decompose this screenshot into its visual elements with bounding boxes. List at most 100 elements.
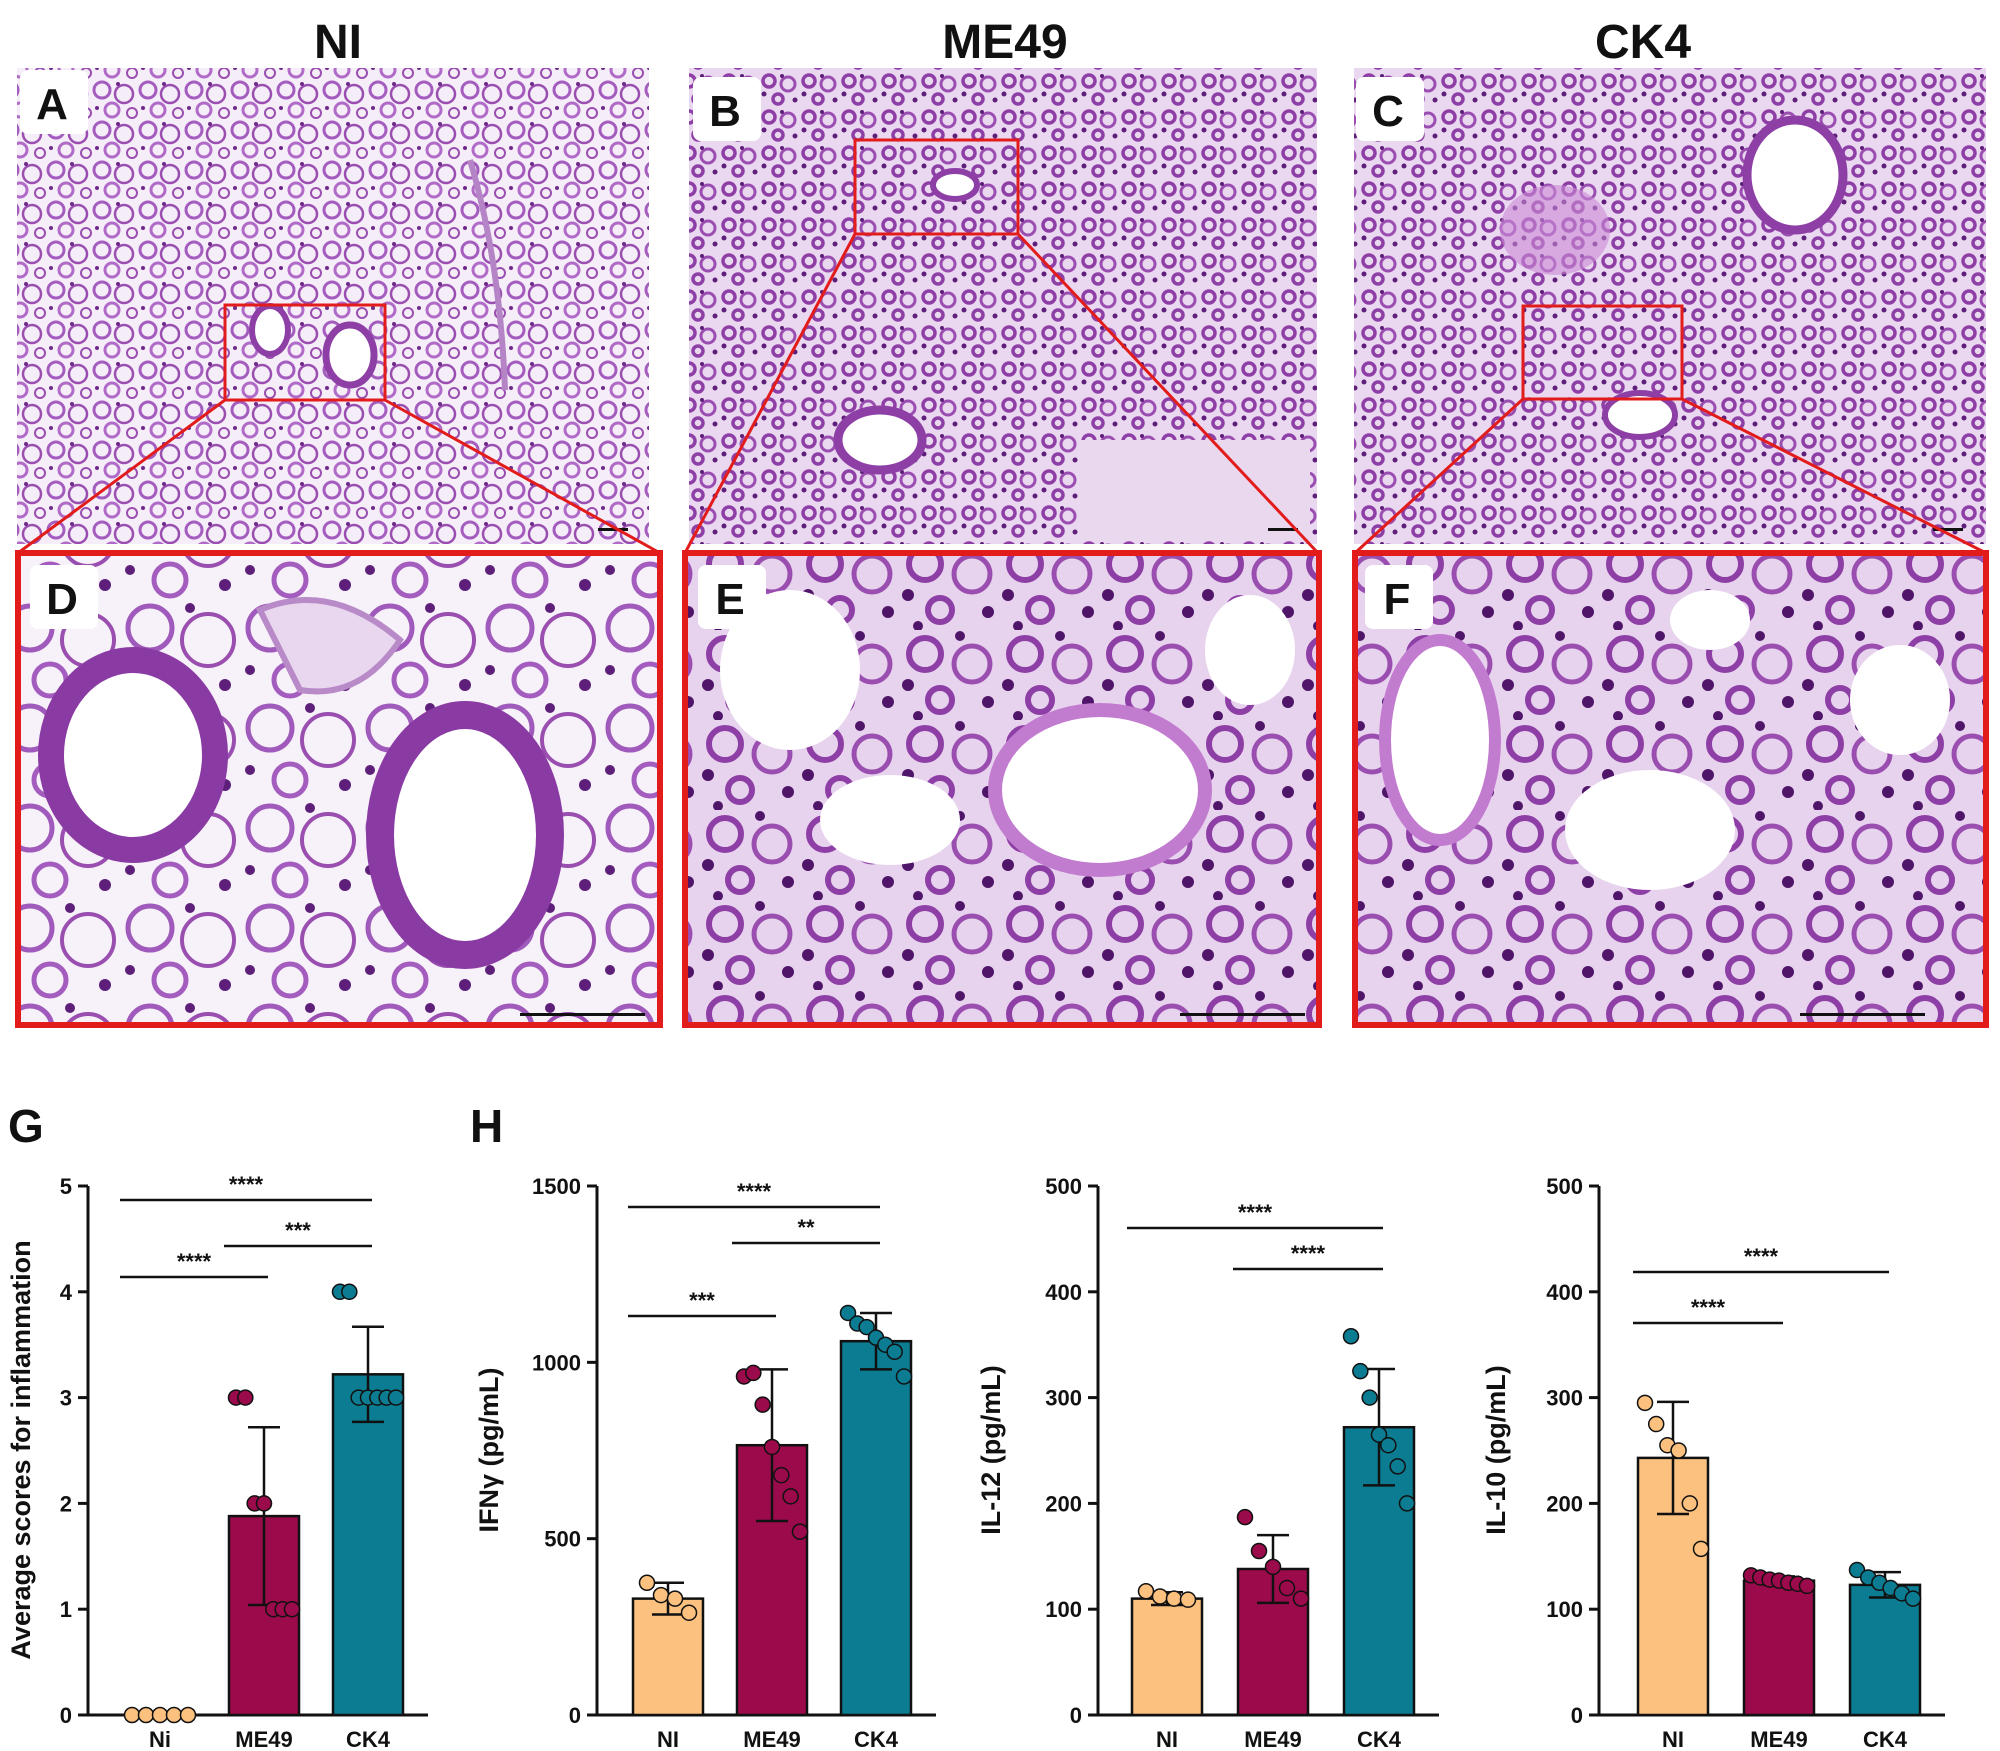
significance-label: ****	[1691, 1295, 1726, 1320]
svg-text:A: A	[36, 80, 68, 129]
y-tick-label: 0	[60, 1703, 72, 1728]
data-point	[1236, 1508, 1254, 1526]
data-point	[341, 1283, 358, 1301]
svg-text:C: C	[1372, 87, 1404, 136]
data-point	[886, 1343, 903, 1361]
significance-label: ****	[1291, 1241, 1326, 1266]
y-tick-label: 200	[1546, 1491, 1583, 1516]
data-point	[666, 1590, 684, 1607]
zoom-connectors	[17, 232, 1987, 555]
y-tick-label: 0	[569, 1703, 581, 1728]
y-tick-label: 0	[1070, 1703, 1082, 1728]
y-tick-label: 3	[60, 1386, 72, 1411]
data-point	[387, 1389, 405, 1406]
y-tick-label: 2	[60, 1491, 72, 1516]
y-axis-label: IL-12 (pg/mL)	[976, 1365, 1006, 1535]
y-tick-label: 500	[1045, 1174, 1082, 1199]
panel-letter-a: A	[20, 70, 88, 134]
data-point	[773, 1466, 790, 1484]
panel-letter-f: F	[1365, 565, 1433, 629]
significance-label: ****	[1238, 1200, 1273, 1225]
chart-1: 0 1 2 3 4 5 Average scores for inflammation Ni M…	[6, 1172, 428, 1751]
x-tick-label: NI	[657, 1727, 679, 1751]
y-tick-label: 1000	[532, 1350, 581, 1375]
significance-label: **	[797, 1215, 815, 1240]
data-point	[1250, 1542, 1268, 1560]
svg-text:B: B	[709, 87, 741, 136]
data-point	[858, 1318, 875, 1336]
chart-4: 0 100 200 300 400 500 IL-10 (pg/mL) NI ME49 CK4 **…	[1481, 1174, 1945, 1751]
data-point	[1342, 1327, 1360, 1345]
significance-label: ****	[737, 1179, 772, 1204]
x-tick-label: Ni	[149, 1727, 171, 1751]
data-point	[237, 1389, 254, 1406]
data-point	[782, 1488, 799, 1505]
y-tick-label: 500	[544, 1527, 581, 1552]
micrograph-panel-c	[1354, 68, 1986, 544]
y-tick-label: 4	[60, 1280, 73, 1305]
micrograph-panel-f	[1352, 550, 1989, 1028]
y-axis-label: Average scores for inflammation	[6, 1240, 36, 1659]
chart-3: 0 100 200 300 400 500 IL-12 (pg/mL) NI ME49 CK4 **…	[976, 1174, 1439, 1751]
data-point	[165, 1706, 183, 1724]
data-point	[1398, 1495, 1416, 1512]
data-point	[680, 1604, 698, 1621]
data-point	[1670, 1442, 1687, 1459]
data-point	[1380, 1436, 1397, 1454]
x-tick-label: CK4	[854, 1727, 899, 1751]
data-point	[255, 1495, 273, 1512]
data-point	[1692, 1540, 1710, 1558]
charts-layer: 0 1 2 3 4 5 Average scores for inflammation Ni M…	[6, 1172, 1945, 1751]
y-tick-label: 400	[1546, 1280, 1583, 1305]
x-tick-label: ME49	[743, 1727, 800, 1751]
y-tick-label: 300	[1546, 1386, 1583, 1411]
data-point	[1848, 1561, 1866, 1579]
svg-text:F: F	[1384, 575, 1411, 624]
svg-text:E: E	[715, 575, 744, 624]
data-point	[123, 1706, 141, 1724]
data-point	[1179, 1591, 1197, 1608]
panel-letter-b: B	[693, 77, 761, 141]
micrograph-panel-e	[682, 550, 1322, 1028]
panel-letter-c: C	[1356, 77, 1424, 141]
y-tick-label: 500	[1546, 1174, 1583, 1199]
chart-letter-h: H	[470, 1100, 503, 1152]
data-point	[1904, 1590, 1922, 1607]
y-axis-label: IL-10 (pg/mL)	[1481, 1365, 1511, 1535]
micrograph-panel-b	[689, 68, 1317, 544]
bar-me49	[1742, 1579, 1816, 1717]
panel-letter-d: D	[30, 565, 98, 629]
data-point	[895, 1368, 913, 1385]
data-point	[1798, 1577, 1816, 1595]
svg-text:D: D	[46, 575, 78, 624]
y-tick-label: 400	[1045, 1280, 1082, 1305]
data-point	[1137, 1582, 1155, 1600]
data-point	[1165, 1590, 1183, 1607]
data-point	[137, 1706, 155, 1724]
bar-ni	[1130, 1597, 1204, 1717]
y-tick-label: 5	[60, 1174, 72, 1199]
chart-letter-g: G	[8, 1100, 44, 1152]
y-tick-label: 0	[1571, 1703, 1583, 1728]
bar-ck4	[331, 1373, 405, 1717]
data-point	[1361, 1389, 1378, 1406]
significance-label: ****	[229, 1172, 264, 1197]
y-tick-label: 100	[1546, 1597, 1583, 1622]
micrograph-panel-a	[17, 68, 649, 544]
data-point	[638, 1574, 656, 1591]
x-tick-label: NI	[1156, 1727, 1178, 1751]
y-tick-label: 1500	[532, 1174, 581, 1199]
x-tick-label: NI	[1662, 1727, 1684, 1751]
data-point	[745, 1364, 762, 1382]
data-point	[1151, 1588, 1169, 1605]
data-point	[1681, 1495, 1699, 1512]
significance-label: ***	[285, 1218, 311, 1243]
column-title-me49: ME49	[942, 16, 1067, 69]
data-point	[791, 1523, 809, 1540]
data-point	[1389, 1458, 1406, 1475]
data-point	[754, 1396, 771, 1413]
x-tick-label: CK4	[346, 1727, 391, 1751]
data-point	[1264, 1558, 1282, 1576]
